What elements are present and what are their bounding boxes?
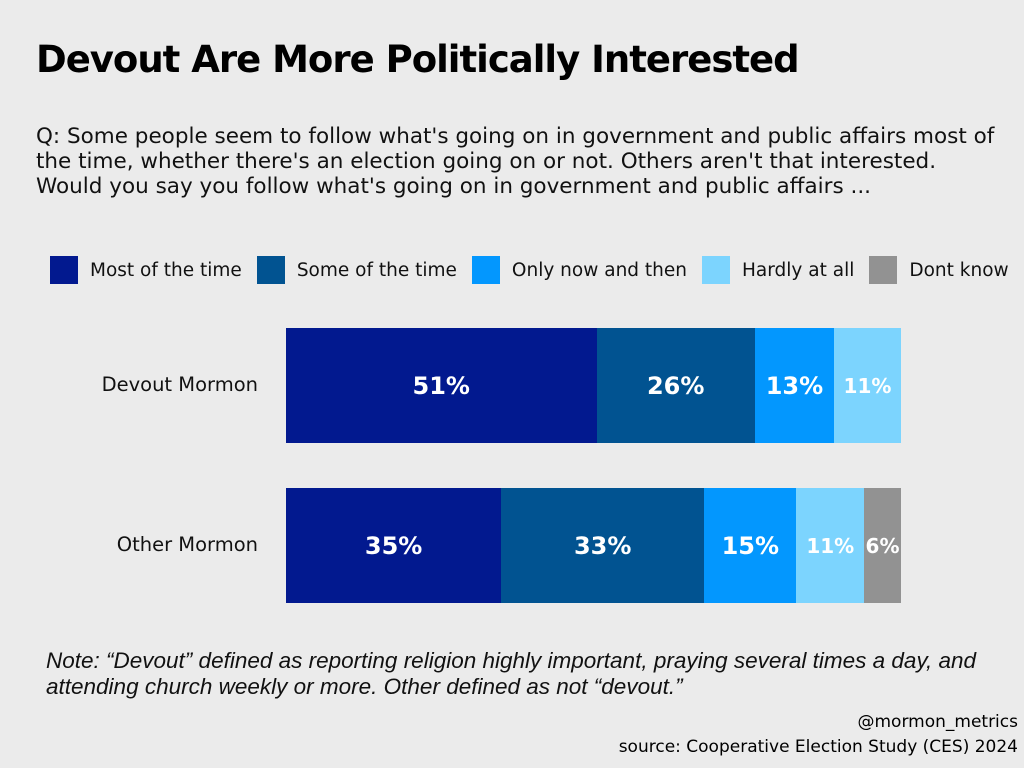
legend-item: Only now and then xyxy=(471,256,688,284)
legend-swatch xyxy=(471,256,500,284)
bar-segment: 13% xyxy=(754,328,834,443)
legend-swatch xyxy=(50,256,78,284)
bar-segment: 11% xyxy=(796,488,865,603)
legend-item: Hardly at all xyxy=(702,256,854,284)
chart-title: Devout Are More Politically Interested xyxy=(36,38,800,81)
legend-swatch xyxy=(702,256,731,284)
legend-swatch xyxy=(256,256,285,284)
data-label: 35% xyxy=(364,531,423,560)
legend-item: Dont know xyxy=(869,256,1009,284)
legend-label: Only now and then xyxy=(511,259,688,281)
data-label: 51% xyxy=(412,371,470,400)
legend-label: Dont know xyxy=(909,259,1009,281)
bar-segment: 26% xyxy=(596,328,755,443)
footnote: Note: “Devout” defined as reporting reli… xyxy=(46,648,977,699)
data-label: 11% xyxy=(843,373,892,398)
legend-swatch xyxy=(869,256,898,284)
data-label: 11% xyxy=(806,533,855,558)
data-label: 15% xyxy=(721,531,780,560)
bar-segment: 35% xyxy=(286,488,502,603)
data-label: 13% xyxy=(765,371,824,400)
bar-segment: 51% xyxy=(286,328,597,443)
category-label-devout: Devout Mormon xyxy=(101,373,258,396)
author-handle: @mormon_metrics xyxy=(857,712,1019,732)
data-label: 33% xyxy=(573,531,632,560)
data-label: 26% xyxy=(646,371,705,400)
data-label: 6% xyxy=(865,533,900,558)
chart-subtitle: Q: Some people seem to follow what's goi… xyxy=(36,124,995,199)
bar-other-mormon: 35% 33% 15% 11% 6% xyxy=(286,488,901,603)
legend: Most of the time Some of the time Only now… xyxy=(50,256,1024,284)
bar-devout-mormon: 51% 26% 13% 11% xyxy=(286,328,901,443)
legend-item: Some of the time xyxy=(256,256,457,284)
bar-segment: 33% xyxy=(501,488,705,603)
category-label-other: Other Mormon xyxy=(116,533,258,556)
bar-segment: 15% xyxy=(704,488,797,603)
legend-label: Hardly at all xyxy=(742,259,855,281)
source-credit: source: Cooperative Election Study (CES)… xyxy=(618,737,1018,757)
legend-label: Some of the time xyxy=(296,259,457,281)
legend-label: Most of the time xyxy=(90,259,242,281)
bar-segment: 11% xyxy=(834,328,901,443)
legend-item: Most of the time xyxy=(50,256,242,284)
bar-segment: 6% xyxy=(864,488,901,603)
